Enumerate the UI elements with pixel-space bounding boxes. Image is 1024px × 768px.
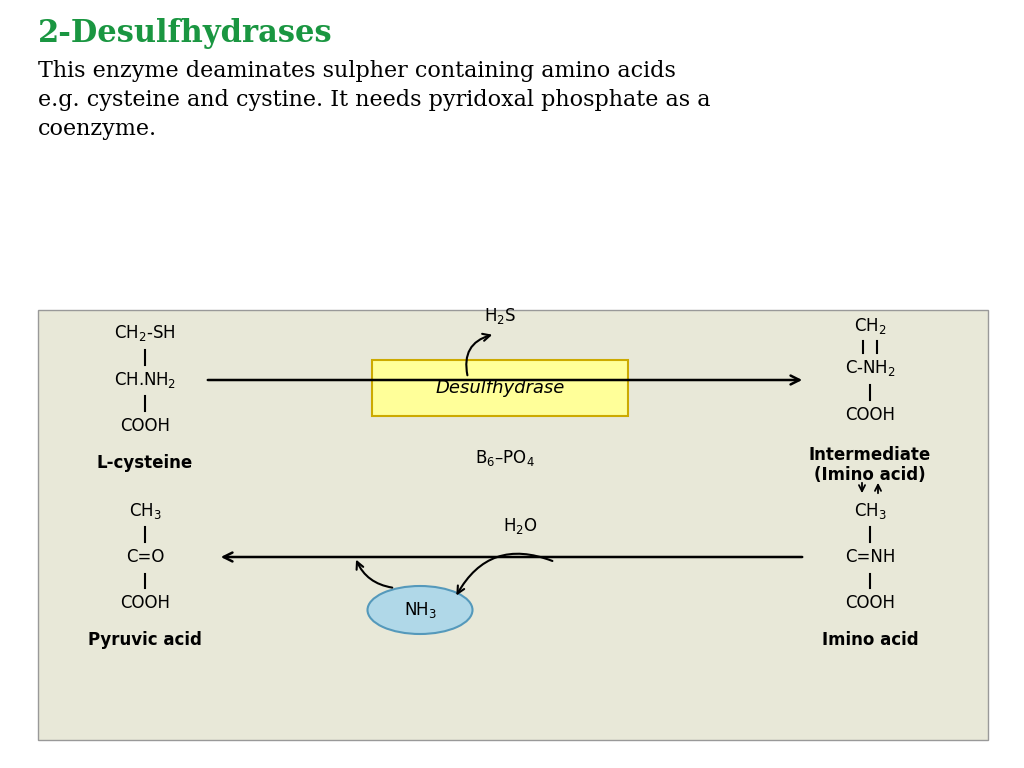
Text: CH$_2$-SH: CH$_2$-SH (115, 323, 176, 343)
FancyBboxPatch shape (38, 310, 988, 740)
Text: COOH: COOH (120, 417, 170, 435)
Text: B$_6$–PO$_4$: B$_6$–PO$_4$ (475, 448, 535, 468)
Text: COOH: COOH (845, 406, 895, 424)
Text: H$_2$O: H$_2$O (503, 516, 538, 536)
FancyBboxPatch shape (372, 360, 628, 416)
Text: H$_2$S: H$_2$S (484, 306, 516, 326)
Text: COOH: COOH (845, 594, 895, 612)
Text: This enzyme deaminates sulpher containing amino acids
e.g. cysteine and cystine.: This enzyme deaminates sulpher containin… (38, 60, 711, 140)
Text: CH.NH$_2$: CH.NH$_2$ (114, 370, 176, 390)
Text: CH$_3$: CH$_3$ (854, 501, 887, 521)
Text: L-cysteine: L-cysteine (97, 454, 194, 472)
Text: CH$_3$: CH$_3$ (129, 501, 162, 521)
Text: COOH: COOH (120, 594, 170, 612)
Text: Pyruvic acid: Pyruvic acid (88, 631, 202, 649)
Text: C-NH$_2$: C-NH$_2$ (845, 358, 895, 378)
Ellipse shape (368, 586, 472, 634)
Text: Intermediate: Intermediate (809, 446, 931, 464)
Text: (Imino acid): (Imino acid) (814, 466, 926, 484)
Text: Desulfhydrase: Desulfhydrase (435, 379, 564, 397)
Text: C=O: C=O (126, 548, 164, 566)
Text: NH$_3$: NH$_3$ (403, 600, 436, 620)
Text: CH$_2$: CH$_2$ (854, 316, 886, 336)
Text: C=NH: C=NH (845, 548, 895, 566)
Text: 2-Desulfhydrases: 2-Desulfhydrases (38, 18, 333, 49)
Text: Imino acid: Imino acid (821, 631, 919, 649)
